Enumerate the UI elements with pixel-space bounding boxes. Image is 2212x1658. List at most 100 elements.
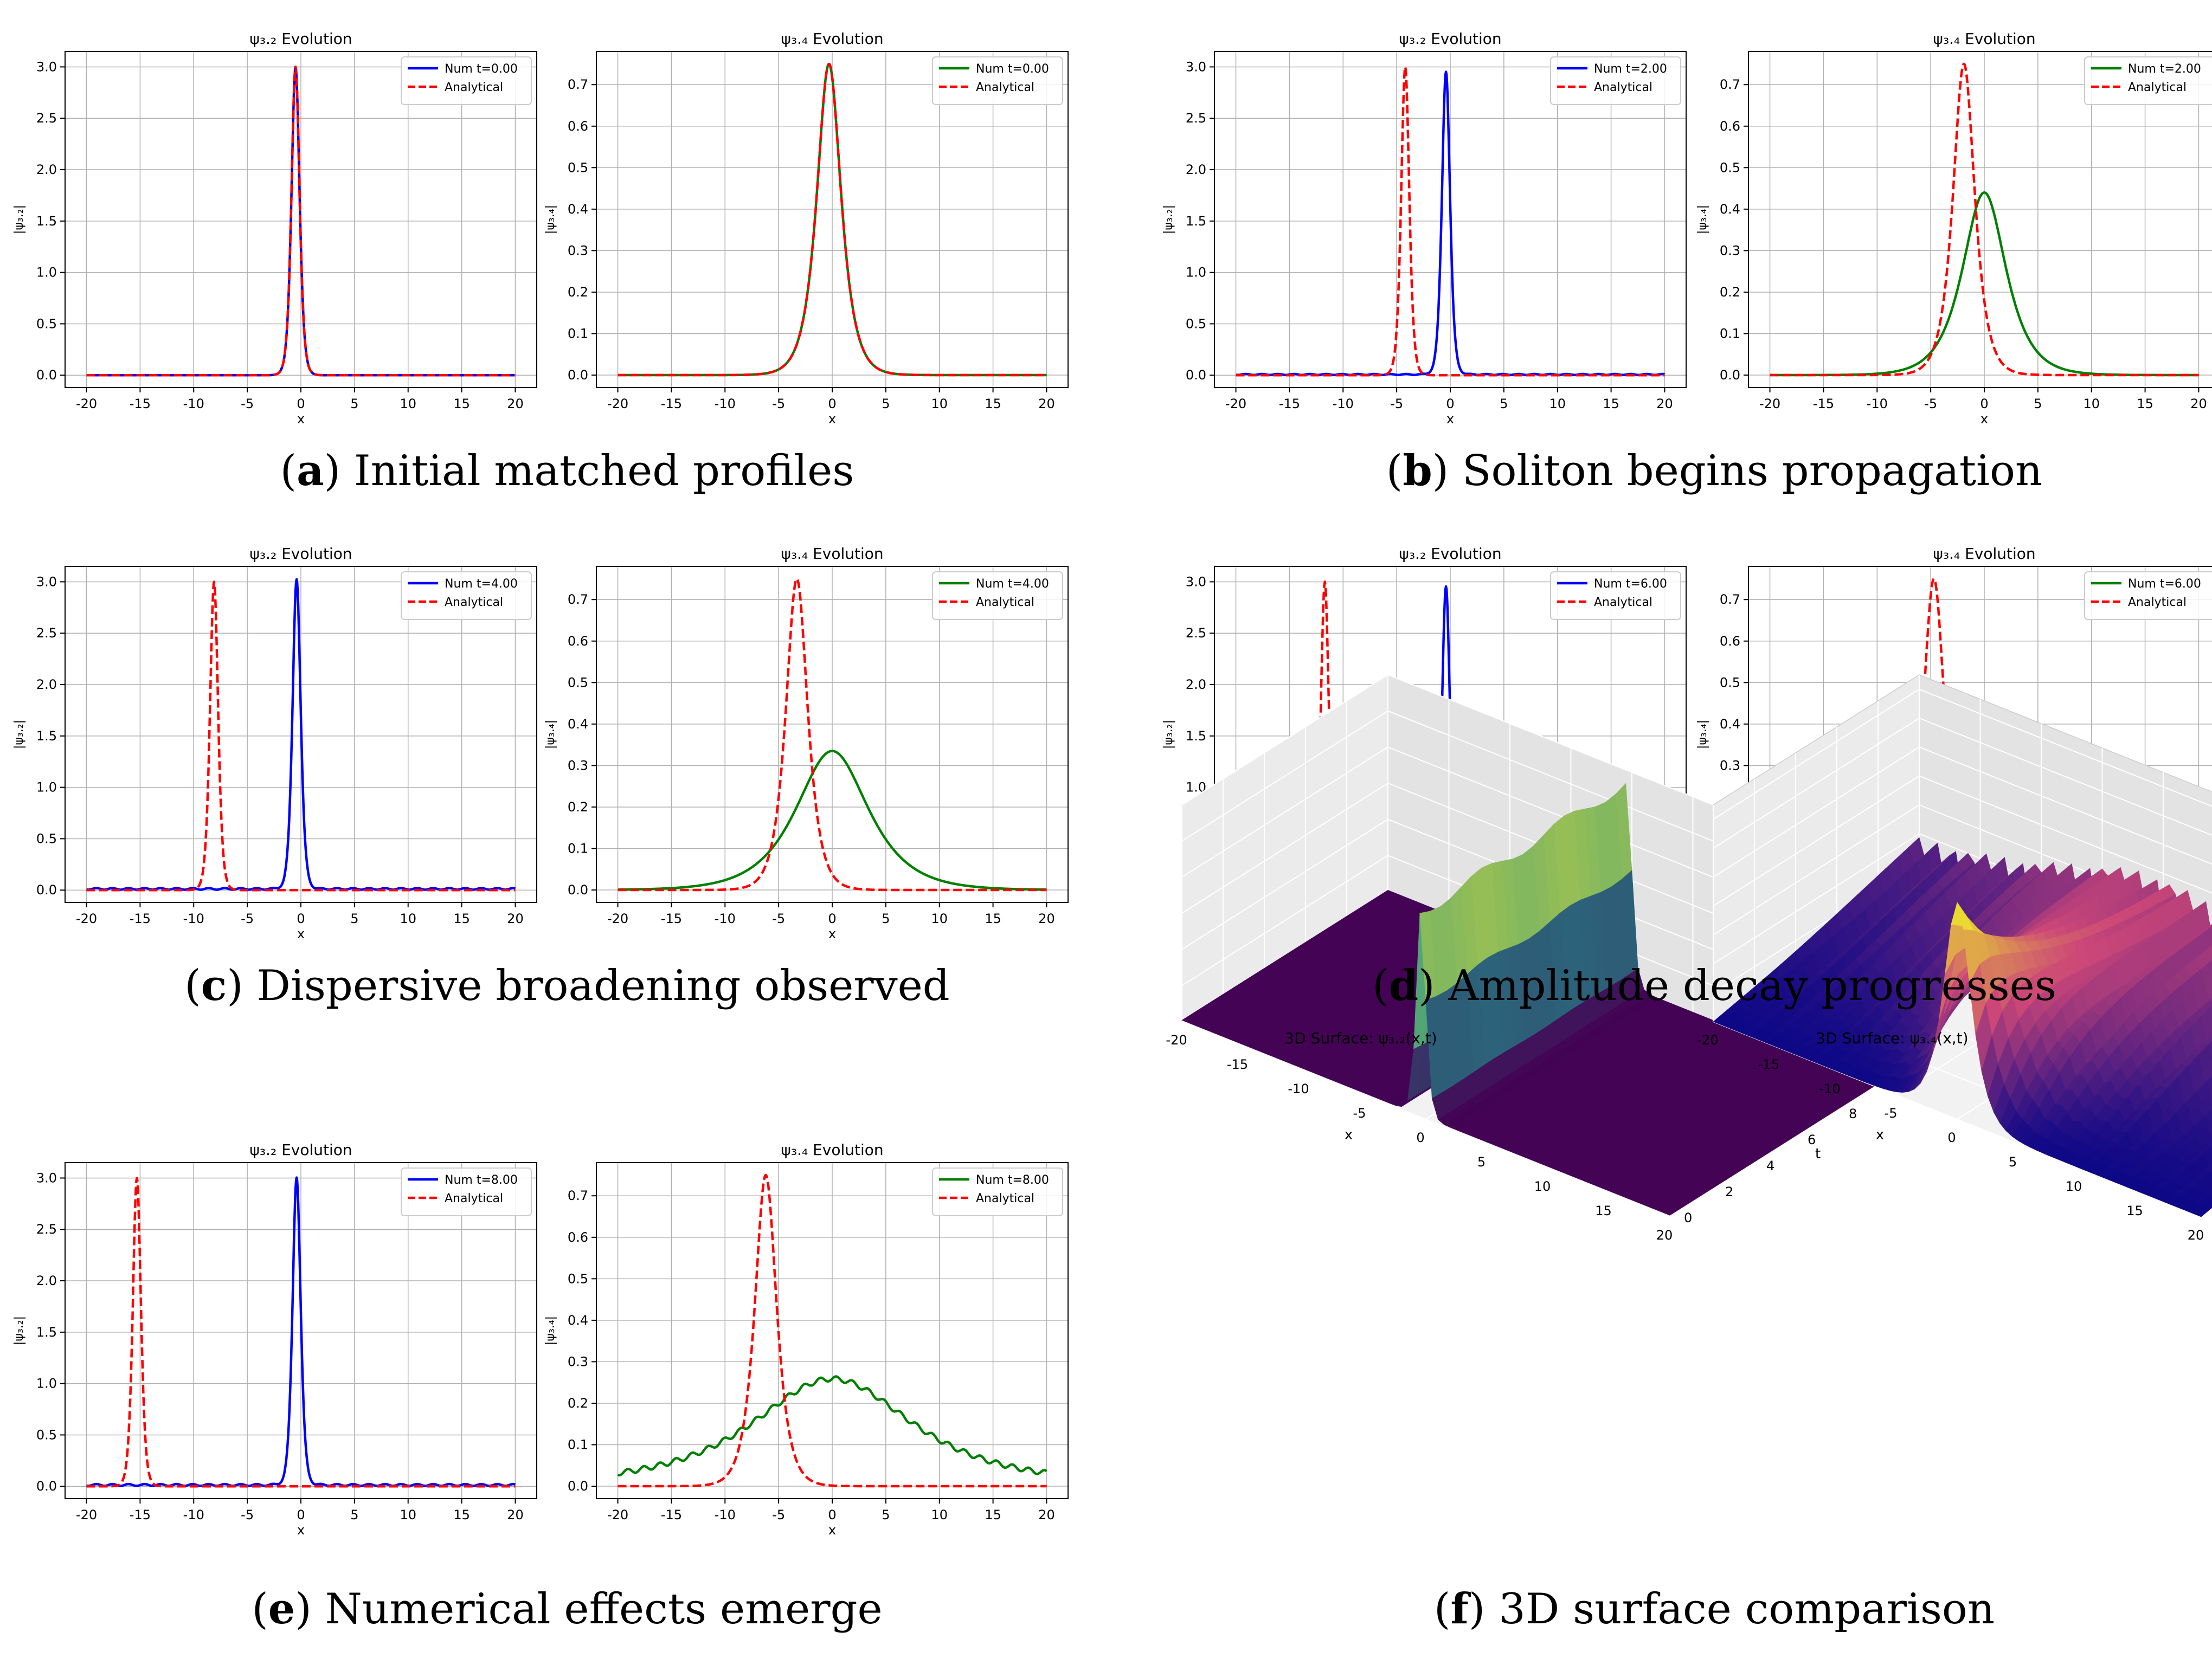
x-tick-label: 0 — [297, 396, 305, 411]
y-tick-label: 0.3 — [568, 243, 588, 258]
y-tick-label: 0.3 — [568, 1354, 588, 1369]
x-tick-label: 20 — [1656, 396, 1673, 411]
x-tick-label: 10 — [1549, 396, 1566, 411]
line-chart-b2: -20 -15 -10 -5 0 5 10 15 20 0.0 0.1 0.2 0.3 0.4 0.5 0.6… — [1696, 30, 2212, 427]
x-tick-label: 10 — [931, 1507, 948, 1522]
x-axis-label: x — [1345, 1127, 1353, 1143]
x-tick-label: -15 — [661, 1507, 682, 1522]
y-axis-label: |ψ₃.₄| — [544, 720, 557, 749]
x-tick-label: 0 — [1947, 1130, 1956, 1145]
legend-label: Num t=4.00 — [445, 577, 518, 591]
surface-chart-f1: -20-15-10-505101520x0246810t0.00.51.01.5… — [1166, 674, 1943, 1243]
analytical-series-line — [86, 1177, 516, 1488]
x-tick-label: 20 — [1038, 911, 1055, 926]
x-tick-label: 15 — [985, 396, 1001, 411]
legend-label: Analytical — [1594, 596, 1652, 609]
x-tick-label: -5 — [1390, 396, 1403, 411]
x-tick-label: 5 — [2034, 396, 2042, 411]
caption-paren: ( — [252, 1585, 268, 1634]
analytical-series-line — [86, 580, 516, 892]
caption-letter: f — [1450, 1584, 1471, 1634]
caption-paren: ( — [1372, 962, 1388, 1010]
plot-frame — [65, 1162, 537, 1499]
analytical-series-line — [86, 66, 516, 377]
x-tick-label: 20 — [1038, 396, 1055, 411]
legend-label: Num t=2.00 — [1594, 62, 1667, 76]
x-tick-label: -20 — [76, 1507, 97, 1522]
y-tick-label: 0.6 — [1720, 119, 1740, 134]
x-tick-label: -15 — [1279, 396, 1300, 411]
y-tick-label: 0.7 — [568, 592, 588, 607]
x-tick-label: -20 — [76, 911, 97, 926]
x-tick-label: -15 — [130, 396, 151, 411]
surface-patch — [2210, 1062, 2212, 1066]
y-tick-label: 3.0 — [36, 574, 57, 589]
surface-patch — [1663, 1206, 1681, 1216]
x-tick-label: 15 — [453, 396, 470, 411]
y-tick-label: 0.2 — [1720, 285, 1740, 300]
t-tick-label: 6 — [1808, 1132, 1816, 1147]
pane-grid-t — [1181, 805, 1670, 1217]
x-tick-label: -15 — [661, 911, 682, 926]
y-tick-label: 0.6 — [568, 1230, 588, 1245]
x-axis-label: x — [828, 1522, 836, 1538]
y-tick-label: 0.5 — [36, 831, 57, 846]
x-tick-label: 15 — [453, 1507, 470, 1522]
x-tick-label: -5 — [772, 396, 785, 411]
analytical-series-line — [617, 62, 1047, 377]
t-tick-label: 8 — [1849, 1106, 1857, 1121]
y-tick-label: 0.1 — [1720, 326, 1740, 341]
caption-paren: ( — [280, 447, 297, 495]
x-axis-label: x — [828, 411, 836, 427]
y-tick-label: 2.5 — [36, 1222, 57, 1237]
legend-label: Num t=0.00 — [445, 62, 518, 76]
y-tick-label: 0.0 — [36, 882, 57, 898]
caption-text: Numerical effects emerge — [325, 1585, 883, 1634]
x-tick-label: 10 — [931, 911, 948, 926]
x-tick-label: 20 — [2190, 396, 2207, 411]
caption-c: (c) Dispersive broadening observed — [184, 961, 950, 1010]
x-tick-label: 5 — [882, 911, 890, 926]
legend-label: Num t=8.00 — [445, 1173, 518, 1187]
caption-text: Initial matched profiles — [354, 447, 854, 495]
x-tick-label: 0 — [1980, 396, 1988, 411]
legend-label: Analytical — [445, 81, 503, 94]
x-tick-label: -5 — [1353, 1106, 1366, 1121]
x-tick-label: -15 — [1758, 1057, 1779, 1072]
x-axis-label: x — [1446, 411, 1454, 427]
y-tick-label: 0.4 — [568, 202, 588, 217]
x-tick-label: 20 — [1656, 1228, 1673, 1243]
y-axis-label: |ψ₃.₄| — [544, 1316, 557, 1345]
chart-title: ψ₃.₄ Evolution — [781, 1141, 883, 1159]
y-tick-label: 2.0 — [1186, 677, 1206, 692]
chart-title: ψ₃.₂ Evolution — [1399, 30, 1501, 48]
x-tick-label: 0 — [828, 396, 836, 411]
y-axis-label: |ψ₃.₂| — [1162, 205, 1175, 234]
y-tick-label: 0.6 — [568, 119, 588, 134]
y-tick-label: 2.5 — [36, 111, 57, 126]
line-chart-b1: -20 -15 -10 -5 0 5 10 15 20 0.0 0.5 1.0 1.5 2.0 2.5 3.0… — [1162, 30, 1687, 427]
x-tick-label: 20 — [2188, 1228, 2204, 1243]
analytical-series-line — [1235, 66, 1666, 377]
y-tick-label: 0.0 — [1186, 367, 1206, 383]
x-tick-label: 20 — [507, 911, 524, 926]
x-tick-label: 10 — [400, 1507, 416, 1522]
y-tick-label: 0.0 — [568, 367, 588, 383]
y-tick-label: 2.5 — [36, 625, 57, 641]
x-tick-label: -20 — [607, 396, 628, 411]
x-tick-label: -10 — [715, 396, 736, 411]
x-tick-label: -15 — [130, 911, 151, 926]
chart-title: ψ₃.₂ Evolution — [249, 545, 352, 563]
line-chart-e1: -20 -15 -10 -5 0 5 10 15 20 0.0 0.5 1.0 1.5 2.0 2.5 3.0… — [12, 1141, 537, 1538]
x-tick-label: -10 — [1288, 1081, 1309, 1096]
legend-label: Num t=6.00 — [2128, 577, 2201, 591]
line-chart-e2: -20 -15 -10 -5 0 5 10 15 20 0.0 0.1 0.2 0.3 0.4 0.5 0.6… — [544, 1141, 1069, 1538]
surface-patch — [2208, 1041, 2212, 1060]
y-tick-label: 0.7 — [568, 77, 588, 92]
y-tick-label: 0.5 — [568, 1271, 588, 1286]
y-tick-label: 3.0 — [36, 1170, 57, 1185]
legend-label: Num t=8.00 — [976, 1173, 1049, 1187]
x-tick-label: 0 — [1416, 1130, 1424, 1145]
y-tick-label: 1.5 — [36, 214, 57, 229]
